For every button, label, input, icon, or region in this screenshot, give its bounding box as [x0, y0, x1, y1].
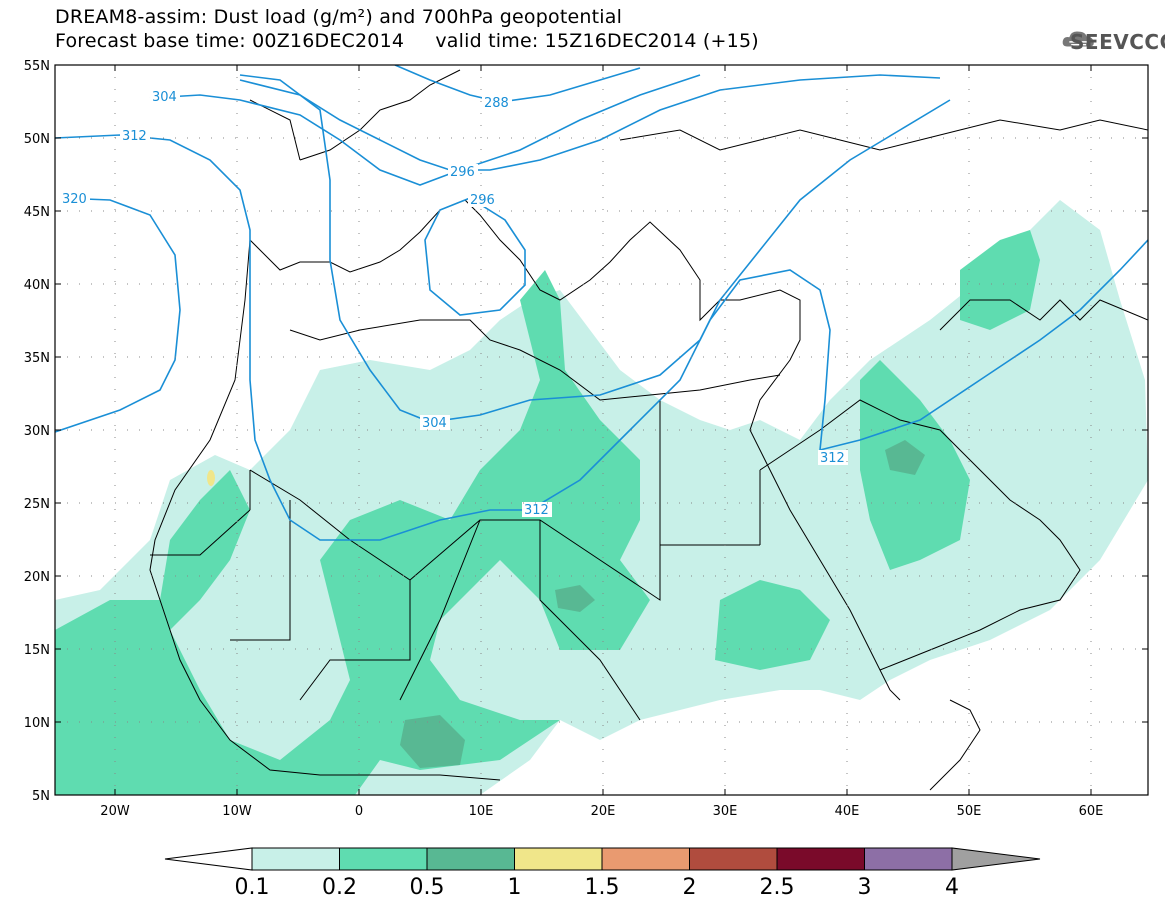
colorbar-label: 2	[683, 875, 697, 900]
contour-labels: 304 312 320 288 296 296 304 312 312	[60, 89, 848, 518]
colorbar-label: 1.5	[585, 875, 620, 900]
colorbar-label: 0.2	[322, 875, 357, 900]
logo-text: SEEVCCC	[1070, 30, 1165, 54]
colorbar-swatch	[864, 847, 953, 871]
lat-label: 30N	[24, 424, 50, 439]
contour-label: 304	[152, 90, 177, 105]
colorbar-swatch	[426, 847, 515, 871]
colorbar: 0.1 0.2 0.5 1 1.5 2 2.5 3 4	[164, 847, 1041, 900]
contour-label: 312	[524, 503, 549, 518]
lon-label: 10W	[222, 804, 252, 819]
lat-label: 50N	[24, 132, 50, 147]
contour-304-north	[149, 74, 701, 186]
contour-label: 312	[122, 129, 147, 144]
contour-304-mid	[239, 74, 951, 423]
contour-312-west	[55, 134, 1148, 541]
lon-label: 60E	[1079, 804, 1104, 819]
contour-296-loop	[424, 197, 526, 316]
colorbar-label: 2.5	[760, 875, 795, 900]
colorbar-label: 0.5	[410, 875, 445, 900]
lat-label: 10N	[24, 716, 50, 731]
colorbar-label: 0.1	[235, 875, 270, 900]
lon-label: 30E	[713, 804, 738, 819]
lon-label: 10E	[469, 804, 494, 819]
contour-320	[55, 197, 181, 433]
lat-label: 5N	[32, 789, 50, 804]
colorbar-arrow-right	[951, 847, 1041, 871]
lon-label: 20E	[591, 804, 616, 819]
colorbar-swatch	[601, 847, 690, 871]
colorbar-arrow-left	[164, 847, 253, 871]
lat-label: 15N	[24, 643, 50, 658]
lat-label: 45N	[24, 205, 50, 220]
contour-label: 296	[450, 165, 475, 180]
dust-region-medium	[55, 270, 650, 795]
contour-label: 288	[484, 96, 509, 111]
dust-region-medium-sudan	[715, 580, 830, 670]
colorbar-swatch	[689, 847, 778, 871]
dust-region-heavy	[400, 715, 465, 768]
colorbar-swatch	[776, 847, 865, 871]
colorbar-label: 1	[508, 875, 522, 900]
contour-label: 320	[62, 192, 87, 207]
contour-296	[239, 74, 941, 171]
dust-field	[55, 200, 1148, 795]
lon-label: 20W	[100, 804, 130, 819]
contour-label: 312	[820, 451, 845, 466]
contour-label: 296	[470, 193, 495, 208]
contour-label: 304	[422, 416, 447, 431]
colorbar-swatch	[251, 847, 340, 871]
map-subtitle: Forecast base time: 00Z16DEC2014 valid t…	[55, 30, 759, 52]
longitude-axis: 20W 10W 0 10E 20E 30E 40E 50E 60E	[100, 65, 1103, 819]
lat-label: 35N	[24, 351, 50, 366]
lon-label: 50E	[957, 804, 982, 819]
lat-label: 40N	[24, 278, 50, 293]
lon-label: 40E	[835, 804, 860, 819]
lon-label: 0	[355, 804, 363, 819]
coastlines-borders	[149, 69, 1148, 791]
lat-label: 20N	[24, 570, 50, 585]
lat-label: 55N	[24, 59, 50, 74]
colorbar-swatch	[514, 847, 603, 871]
dust-peak-marker	[207, 470, 215, 486]
dust-region-heavy-arabia	[885, 440, 925, 475]
colorbar-label: 3	[858, 875, 872, 900]
latitude-axis: 55N 50N 45N 40N 35N 30N 25N 20N 15N 10N 5N	[24, 59, 1148, 804]
dust-region-heavy-chad	[555, 585, 595, 612]
cloud-logo-icon	[1062, 31, 1094, 47]
colorbar-label: 4	[945, 875, 959, 900]
map-title: DREAM8-assim: Dust load (g/m²) and 700hP…	[55, 6, 623, 28]
colorbar-swatch	[339, 847, 428, 871]
dust-region-medium-caspian	[960, 230, 1040, 330]
lat-label: 25N	[24, 497, 50, 512]
